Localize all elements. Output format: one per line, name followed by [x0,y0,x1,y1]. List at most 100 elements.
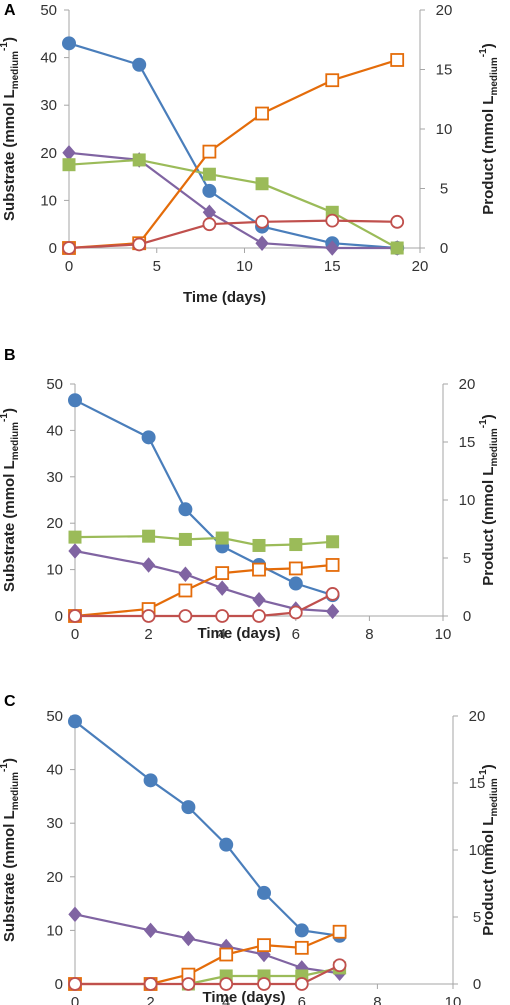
y-right-tick-label: 15 [469,775,486,792]
y-left-tick-label: 20 [40,145,57,162]
data-point [68,977,82,991]
series-line [68,219,398,250]
data-point [132,57,147,72]
y-right-tick-label: 10 [436,121,453,138]
x-tick-label: 10 [236,258,253,275]
series-line [68,158,398,249]
data-point [215,566,230,580]
data-point [141,557,156,573]
y-right-tick-label: 20 [469,708,486,725]
data-point [141,430,156,445]
y-right-tick-label: 0 [463,608,471,625]
data-point [178,566,193,583]
data-point [325,240,339,256]
x-tick-label: 8 [373,994,381,1005]
series-2 [68,529,340,552]
x-tick-label: 4 [218,626,226,643]
data-point [143,922,158,939]
y-right-axis-title: Product (mmol Lmedium-1) [478,764,500,935]
series-1 [62,145,404,256]
data-point [178,502,193,517]
y-left-tick-label: 0 [55,976,63,993]
data-point [390,53,405,67]
x-tick-label: 2 [144,626,152,643]
y-left-tick-label: 20 [46,515,63,532]
y-right-tick-label: 0 [440,240,448,257]
chart-panel-C: C 0 2 4 6 8 10 0 10 20 30 40 50 0 5 10 15 20 Time (days) Su… [0,693,500,1005]
panel-label: A [4,2,16,19]
y-left-tick-label: 10 [40,192,57,209]
y-left-tick-label: 10 [46,922,63,939]
data-point [288,576,303,591]
x-tick-label: 0 [71,626,79,643]
data-point [62,145,76,161]
panel-label: C [4,693,16,710]
y-left-tick-label: 40 [46,762,63,779]
y-left-tick-label: 50 [46,708,63,725]
chart-panel-B: B 0 2 4 6 8 10 0 10 20 30 40 50 0 5 10 15 20 Time (days) Su… [0,347,500,643]
y-right-tick-label: 10 [469,842,486,859]
data-point [141,609,156,623]
data-point [257,885,271,900]
y-left-tick-label: 20 [46,869,63,886]
data-point [142,529,156,543]
data-point [257,938,271,953]
data-point [326,535,340,549]
data-point [325,587,340,601]
data-point [255,106,269,121]
data-point [215,609,230,623]
data-point [219,977,234,991]
data-point [202,217,217,232]
data-point [252,591,266,608]
series-4 [68,587,340,623]
data-point [68,530,82,544]
x-axis-title: Time (days) [197,625,280,642]
data-point [68,543,82,559]
x-tick-label: 0 [65,258,73,275]
y-left-tick-label: 10 [46,562,63,579]
data-point [68,393,82,408]
data-point [294,940,309,955]
data-point [68,714,82,729]
panel-label: B [4,347,16,364]
x-tick-label: 5 [153,258,161,275]
data-point [132,237,147,252]
data-point [202,144,217,159]
y-left-axis-title: Substrate (mmol Lmedium-1) [0,758,21,942]
data-point [143,773,158,788]
x-tick-label: 2 [146,994,154,1005]
data-point [178,583,193,598]
data-point [178,532,192,546]
x-tick-label: 6 [292,626,300,643]
data-point [181,800,196,815]
series-line [68,151,398,250]
x-tick-label: 10 [435,626,452,643]
data-point [332,924,347,939]
data-point [255,214,269,229]
series-line [74,720,340,937]
y-left-tick-label: 30 [40,97,57,114]
data-point [289,538,303,552]
y-right-tick-label: 20 [436,2,453,19]
y-left-tick-label: 40 [40,50,57,67]
y-left-tick-label: 0 [55,608,63,625]
data-point [257,977,271,991]
data-point [255,235,269,252]
data-point [215,531,229,545]
y-right-tick-label: 0 [473,976,481,993]
series-0 [68,714,347,943]
x-axis-title: Time (days) [183,289,266,306]
data-point [252,538,266,552]
data-point [252,562,266,577]
data-point [202,183,217,198]
data-point [294,923,309,938]
y-right-tick-label: 5 [473,909,481,926]
data-point [202,167,216,181]
data-point [181,930,196,947]
x-tick-label: 10 [445,994,462,1005]
data-point [62,241,76,255]
data-point [68,609,82,623]
y-left-tick-label: 40 [46,422,63,439]
data-point [288,605,303,620]
